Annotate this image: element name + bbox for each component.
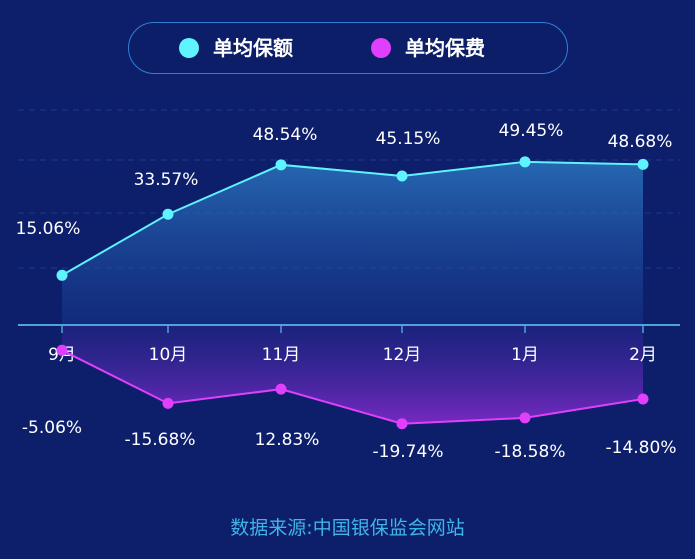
x-tick-label: 1月 [511,345,539,365]
data-point-premium-amount [519,156,531,168]
series-line-premium-fee [61,349,644,425]
data-point-premium-fee [519,412,531,424]
legend-label: 单均保额 [213,36,293,60]
x-tick-label: 2月 [629,345,657,365]
data-point-premium-amount [56,269,68,281]
legend-item-premium-amount: 单均保额 [179,35,293,61]
data-label-premium-fee: -14.80% [606,438,677,458]
legend-item-premium-fee: 单均保费 [371,35,485,61]
area-premium-fee [62,325,643,424]
data-point-premium-amount [275,159,287,171]
data-label-premium-amount: 49.45% [499,121,564,141]
data-point-premium-fee [637,393,649,405]
data-point-premium-fee [396,418,408,430]
legend-dot-magenta-icon [371,38,391,58]
series-line-premium-amount [61,160,644,277]
data-label-premium-fee: -5.06% [22,418,82,438]
data-point-premium-fee [56,344,68,356]
legend-label: 单均保费 [405,36,485,60]
data-label-premium-amount: 48.68% [608,132,673,152]
data-label-premium-fee: -15.68% [125,430,196,450]
data-point-premium-amount [396,170,408,182]
x-tick-label: 10月 [149,345,188,365]
data-label-premium-amount: 33.57% [134,170,199,190]
legend: 单均保额 单均保费 [128,22,568,74]
data-source-note: 数据来源:中国银保监会网站 [230,517,465,539]
data-point-premium-amount [637,158,649,170]
data-label-premium-fee: -19.74% [373,442,444,462]
data-label-premium-amount: 48.54% [253,125,318,145]
x-tick-label: 11月 [262,345,301,365]
area-premium-amount [62,161,643,325]
data-point-premium-fee [162,397,174,409]
data-label-premium-fee: -18.58% [495,442,566,462]
data-point-premium-fee [275,383,287,395]
data-label-premium-amount: 45.15% [376,129,441,149]
legend-dot-cyan-icon [179,38,199,58]
data-label-premium-amount: 15.06% [16,219,81,239]
x-tick-label: 12月 [383,345,422,365]
data-label-premium-fee: 12.83% [255,430,320,450]
data-point-premium-amount [162,208,174,220]
